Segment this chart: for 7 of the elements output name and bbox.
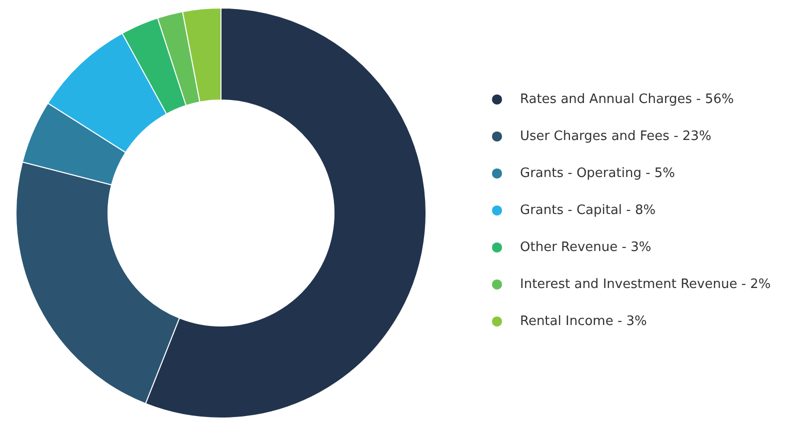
legend-label: Grants - Capital - 8%: [520, 203, 656, 218]
legend-label: Other Revenue - 3%: [520, 240, 652, 255]
legend-label: Grants - Operating - 5%: [520, 166, 676, 181]
legend-label: User Charges and Fees - 23%: [520, 129, 712, 144]
legend-label: Rental Income - 3%: [520, 314, 647, 329]
legend-label: Rates and Annual Charges - 56%: [520, 92, 734, 107]
legend-label: Interest and Investment Revenue - 2%: [520, 277, 771, 292]
